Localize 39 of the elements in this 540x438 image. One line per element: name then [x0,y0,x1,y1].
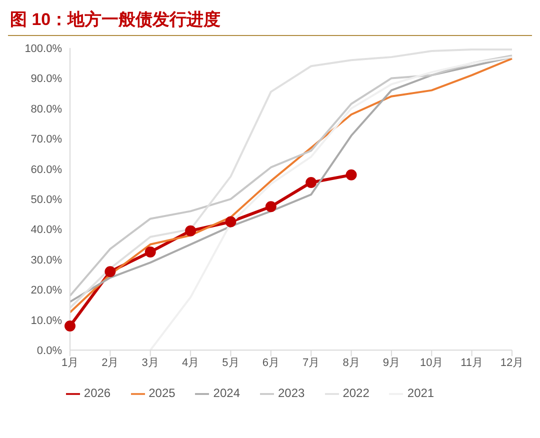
point [306,176,317,188]
y-tick-label: 10.0% [30,314,62,327]
point [225,216,236,228]
x-tick-label: 3月 [142,356,159,369]
x-tick-label: 9月 [382,356,400,369]
y-tick-label: 60.0% [30,164,62,176]
y-tick-label: 80.0% [30,103,62,116]
point [265,201,276,212]
x-tick-label: 7月 [302,356,320,369]
point [144,246,156,258]
y-tick-label: 100.0% [24,42,62,55]
x-tick-label: 8月 [342,356,360,369]
x-tick-label: 1月 [61,356,79,369]
x-tick-label: 2月 [102,356,119,369]
legend-label: 2026 [84,386,111,400]
point [346,169,357,180]
x-tick-label: 10月 [420,356,444,369]
y-tick-label: 20.0% [30,284,62,297]
y-tick-label: 30.0% [30,254,62,266]
legend-label: 2021 [407,386,434,400]
point [104,266,116,278]
legend-label: 2025 [148,386,176,400]
line-series [149,56,513,350]
y-tick-label: 50.0% [30,194,62,206]
y-tick-label: 40.0% [30,224,62,236]
point [185,225,196,236]
y-tick-label: 90.0% [30,73,62,86]
legend-label: 2024 [213,386,240,400]
y-tick-label: 0.0% [36,345,62,358]
chart-title: 图 10：地方一般债发行进度 [8,8,532,36]
legend-label: 2022 [342,386,370,400]
x-tick-label: 12月 [500,356,524,369]
x-tick-label: 5月 [222,356,240,369]
x-tick-label: 6月 [262,356,280,369]
x-tick-label: 4月 [182,356,200,369]
y-tick-label: 70.0% [30,134,62,146]
legend-label: 2023 [278,386,305,400]
x-tick-label: 11月 [460,356,484,369]
point [64,320,76,332]
